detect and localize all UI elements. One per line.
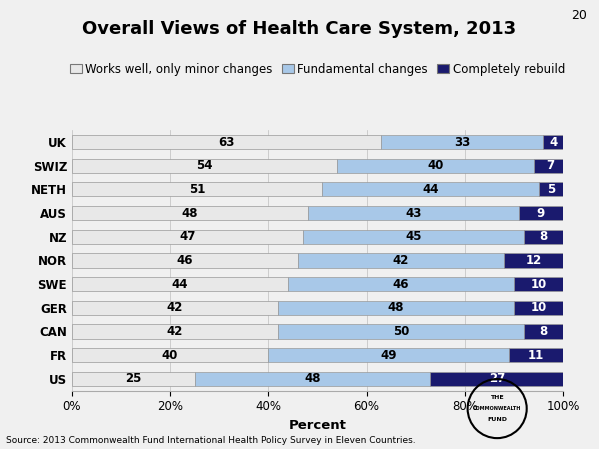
Bar (543, 135, 563, 149)
Text: Overall Views of Health Care System, 2013: Overall Views of Health Care System, 201… (83, 20, 516, 38)
Text: 42: 42 (393, 254, 409, 267)
Text: 11: 11 (528, 348, 544, 361)
Text: 5: 5 (547, 183, 555, 196)
Bar (72, 324, 278, 339)
Text: 48: 48 (304, 372, 321, 385)
Bar (539, 182, 563, 197)
Text: 46: 46 (393, 277, 409, 291)
Bar (72, 135, 382, 149)
Bar (322, 182, 539, 197)
Bar (72, 348, 268, 362)
Bar (431, 372, 563, 386)
Bar (534, 158, 568, 173)
Bar (72, 277, 288, 291)
Text: Source: 2013 Commonwealth Fund International Health Policy Survey in Eleven Coun: Source: 2013 Commonwealth Fund Internati… (6, 436, 416, 445)
Bar (278, 324, 524, 339)
Text: 49: 49 (380, 348, 397, 361)
Text: 20: 20 (571, 9, 587, 22)
Bar (195, 372, 431, 386)
Bar (514, 277, 563, 291)
Bar (72, 229, 302, 244)
Text: 42: 42 (167, 301, 183, 314)
Bar (382, 135, 543, 149)
Bar (72, 182, 322, 197)
Text: 8: 8 (539, 230, 547, 243)
Bar (302, 229, 524, 244)
Text: 10: 10 (530, 301, 547, 314)
Bar (298, 253, 504, 268)
Text: FUND: FUND (487, 417, 507, 422)
Bar (524, 229, 563, 244)
Bar (509, 348, 563, 362)
Bar (524, 324, 563, 339)
Bar (72, 206, 308, 220)
Bar (337, 158, 534, 173)
Text: 46: 46 (177, 254, 193, 267)
Text: 44: 44 (172, 277, 188, 291)
Text: 7: 7 (547, 159, 555, 172)
Text: THE: THE (491, 396, 504, 401)
Text: 48: 48 (181, 207, 198, 220)
Text: 27: 27 (489, 372, 505, 385)
Text: 4: 4 (549, 136, 557, 149)
Legend: Works well, only minor changes, Fundamental changes, Completely rebuild: Works well, only minor changes, Fundamen… (65, 58, 570, 80)
Text: 48: 48 (388, 301, 404, 314)
Text: 51: 51 (189, 183, 205, 196)
Text: 50: 50 (393, 325, 409, 338)
Text: COMMONWEALTH: COMMONWEALTH (473, 406, 521, 411)
Bar (308, 206, 519, 220)
Text: 8: 8 (539, 325, 547, 338)
Bar (288, 277, 514, 291)
Text: 40: 40 (162, 348, 179, 361)
Bar (72, 301, 278, 315)
Bar (514, 301, 563, 315)
X-axis label: Percent: Percent (289, 419, 346, 432)
Text: 33: 33 (454, 136, 470, 149)
Text: 9: 9 (537, 207, 545, 220)
Text: 63: 63 (219, 136, 235, 149)
Text: 40: 40 (427, 159, 443, 172)
Text: 10: 10 (530, 277, 547, 291)
Text: 12: 12 (525, 254, 541, 267)
Bar (504, 253, 563, 268)
Text: 42: 42 (167, 325, 183, 338)
Bar (268, 348, 509, 362)
Text: 54: 54 (196, 159, 213, 172)
Text: 43: 43 (405, 207, 422, 220)
Bar (72, 372, 195, 386)
Bar (72, 253, 298, 268)
Bar (72, 158, 337, 173)
Text: 25: 25 (125, 372, 141, 385)
Text: 47: 47 (179, 230, 195, 243)
Bar (519, 206, 563, 220)
Bar (278, 301, 514, 315)
Text: 44: 44 (422, 183, 438, 196)
Text: 45: 45 (405, 230, 422, 243)
